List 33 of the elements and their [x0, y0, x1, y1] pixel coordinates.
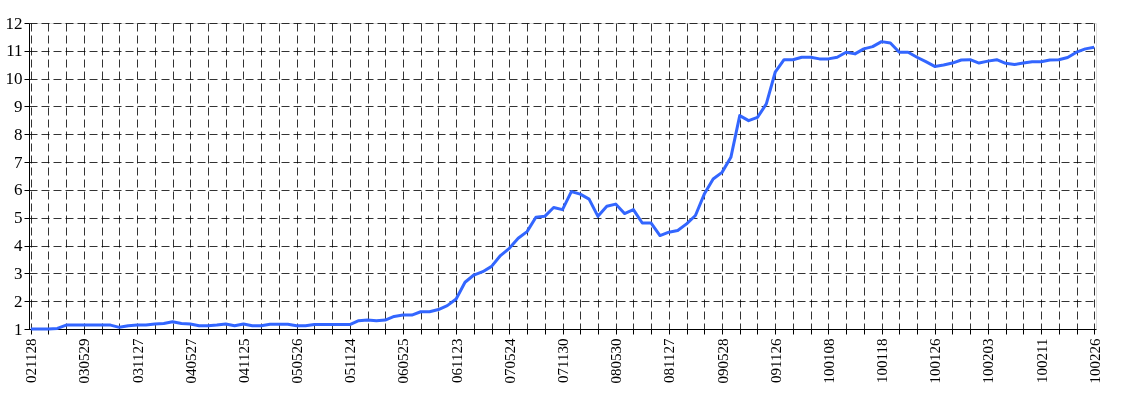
x-tick-label: 100211	[1033, 338, 1050, 383]
x-tick-label: 100226	[1086, 338, 1103, 384]
x-tick-label: 100126	[927, 338, 944, 384]
y-tick-label: 4	[14, 236, 23, 256]
y-tick-label: 2	[14, 291, 23, 311]
x-tick-label: 061123	[448, 338, 465, 383]
x-tick-label: 090528	[714, 338, 731, 384]
x-tick-label: 060525	[395, 338, 412, 384]
x-tick-label: 070524	[501, 338, 518, 384]
x-tick-label: 050526	[289, 338, 306, 384]
x-tick-label: 091126	[767, 338, 784, 383]
y-tick-label: 10	[5, 69, 23, 89]
x-tick-label: 100203	[980, 338, 997, 384]
y-tick-label: 11	[6, 41, 23, 61]
x-tick-label: 041125	[235, 338, 252, 383]
y-tick-label: 6	[14, 180, 23, 200]
x-tick-label: 080530	[608, 338, 625, 384]
x-tick-label: 081127	[661, 338, 678, 383]
y-tick-label: 3	[14, 263, 23, 283]
x-tick-label: 021128	[23, 338, 40, 383]
y-tick-label: 12	[5, 13, 23, 33]
x-tick-label: 051124	[342, 338, 359, 383]
y-tick-label: 7	[14, 152, 23, 172]
x-tick-label: 031127	[129, 338, 146, 383]
y-tick-label: 8	[14, 124, 23, 144]
x-tick-label: 040527	[182, 338, 199, 384]
x-tick-label: 071130	[555, 338, 571, 383]
x-tick-label: 100118	[874, 338, 891, 383]
y-tick-label: 5	[14, 208, 23, 228]
x-tick-label: 030529	[76, 338, 93, 384]
y-tick-label: 1	[14, 319, 23, 339]
y-tick-label: 9	[14, 96, 23, 116]
x-tick-label: 100108	[820, 338, 837, 384]
